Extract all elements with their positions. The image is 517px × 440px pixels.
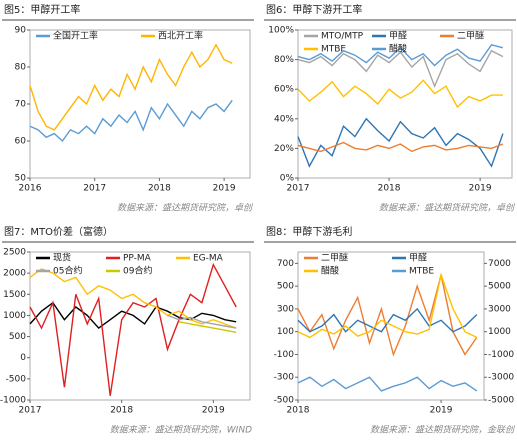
x-tick-label: 2018 [378,184,401,194]
y2-tick-label: 5000 [488,282,511,292]
y-tick-label: 1000 [3,311,26,321]
y-tick-label: 70 [15,100,27,110]
y-tick-label: 500 [9,332,26,342]
x-tick-label: 2016 [19,184,42,194]
y-tick-label: 50 [15,174,27,184]
legend-label: 二甲醚 [457,30,484,42]
x-tick-label: 2019 [213,184,236,194]
y-tick-label: 100% [268,26,294,36]
panel-title: 图5：甲醇开工率 [4,3,80,16]
x-tick-label: 2019 [430,406,453,416]
y-tick-label: 700 [277,259,294,269]
y-tick-label: -300 [274,373,295,383]
panel-title: 图7：MTO价差（富德） [4,225,113,238]
panel-title: 图8：甲醇下游毛利 [266,225,352,238]
series-line [29,43,233,131]
legend-label: MTBE [409,267,434,277]
y-tick-label: 80% [274,55,294,65]
legend-label: MTO/MTP [321,32,364,42]
y-tick-label: 2000 [3,269,26,279]
series-line [29,301,237,330]
y-tick-label: 60 [15,137,27,147]
y-tick-label: 80 [15,63,27,73]
plot-frame [297,29,513,179]
legend-label: 西北开工率 [158,30,203,42]
y-tick-label: 0% [280,174,295,184]
series-line [297,117,504,168]
legend-label: 甲醛 [409,252,427,264]
series-line [297,141,504,153]
source-note: 数据来源：盛达期货研究院，金联创 [370,425,516,436]
legend-label: 05合约 [53,265,82,277]
source-note: 数据来源：盛达期货研究院，卓创 [117,203,254,214]
series-line [297,274,478,357]
legend-label: 醋酸 [321,265,339,277]
y-tick-label: 2500 [3,248,26,258]
series-line [297,49,504,89]
series-line [297,43,504,67]
y-tick-label: 20% [274,144,294,154]
y-tick-label: -100 [274,350,295,360]
legend-label: 全国开工率 [53,30,98,42]
y-tick-label: 60% [274,85,294,95]
legend-label: 醋酸 [389,43,407,55]
legend-label: PP-MA [123,254,152,264]
legend-label: 现货 [53,252,71,264]
y-tick-label: -500 [274,396,295,406]
series-line [297,272,478,339]
x-tick-label: 2018 [110,406,133,416]
y2-tick-label: 1000 [488,327,511,337]
source-note: 数据来源：盛达期货研究院，WIND [110,425,252,436]
legend-label: EG-MA [193,254,224,264]
y-tick-label: 90 [15,26,27,36]
x-tick-label: 2019 [202,406,225,416]
y-tick-label: 1500 [3,290,26,300]
series-line [178,321,237,333]
series-line [29,99,233,143]
panel-title: 图6：甲醇下游开工率 [266,3,362,16]
series-line [297,79,503,109]
series-line [297,376,478,392]
y2-tick-label: 7000 [488,259,511,269]
y2-tick-label: -3000 [488,373,514,383]
y-tick-label: 100 [277,327,294,337]
legend-label: MTBE [321,45,346,55]
y-tick-label: 0 [20,353,26,363]
source-note: 数据来源：盛达期货研究院，卓创 [379,203,516,214]
legend-label: 甲醛 [389,30,407,42]
plot-frame [29,251,251,401]
legend-label: 二甲醚 [321,252,348,264]
plot-frame [297,251,485,401]
series-line [29,262,237,396]
y-tick-label: -500 [6,374,27,384]
y-tick-label: 500 [277,282,294,292]
x-tick-label: 2018 [148,184,171,194]
y2-tick-label: -1000 [488,350,514,360]
y2-tick-label: 3000 [488,304,511,314]
y-tick-label: -1000 [0,396,26,406]
series-line [167,314,237,329]
x-tick-label: 2017 [19,406,42,416]
x-tick-label: 2019 [469,184,492,194]
y-tick-label: 40% [274,114,294,124]
y-tick-label: 300 [277,304,294,314]
x-tick-label: 2018 [287,406,310,416]
x-tick-label: 2017 [83,184,106,194]
y2-tick-label: -5000 [488,396,514,406]
series-line [29,268,237,329]
legend-label: 09合约 [123,265,152,277]
x-tick-label: 2017 [287,184,310,194]
